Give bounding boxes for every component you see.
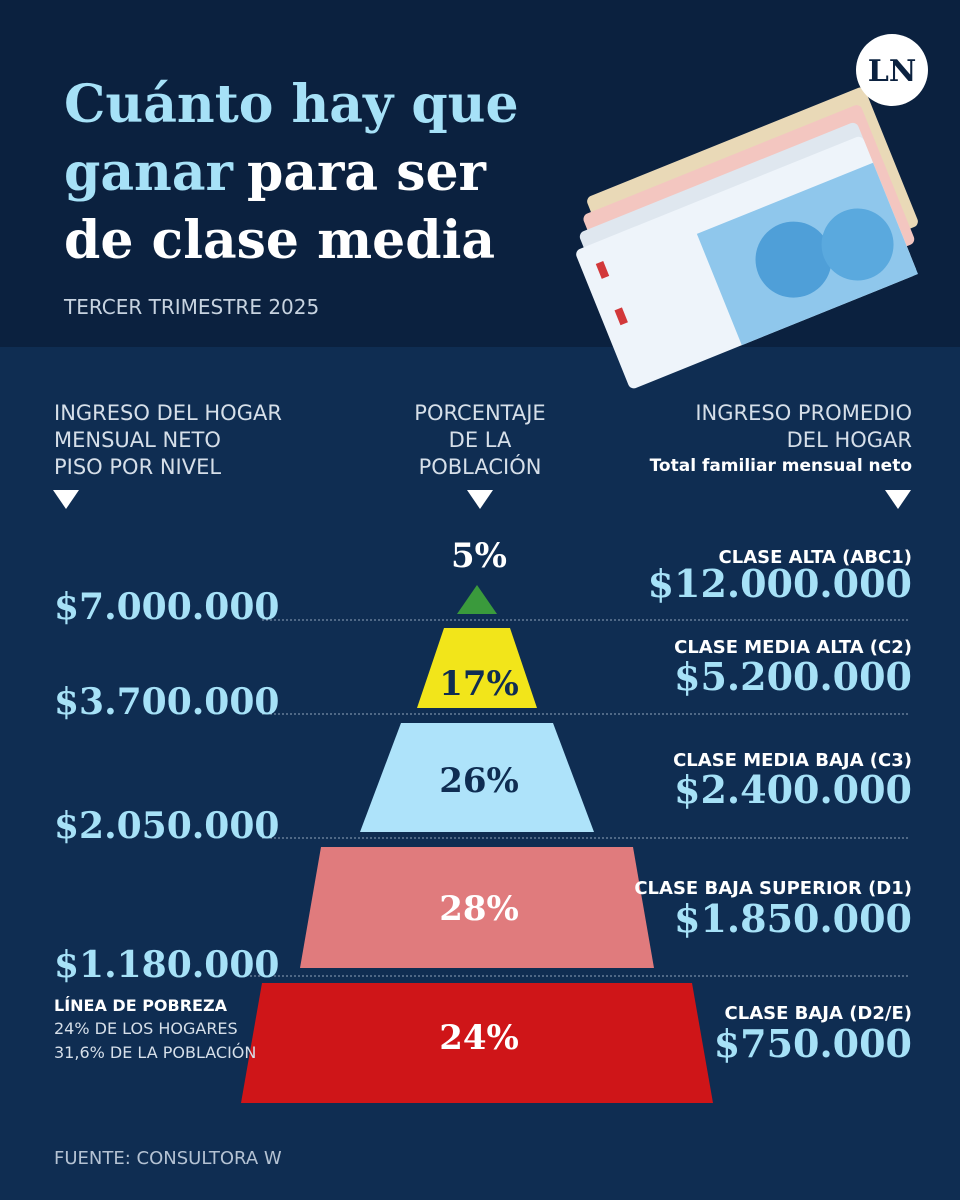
pyramid-level xyxy=(241,983,713,1103)
logo: LN xyxy=(868,54,917,89)
money-illustration xyxy=(576,87,918,389)
column-header: DEL HOGAR xyxy=(787,428,912,452)
pyramid-level xyxy=(300,847,654,968)
level-floor: $2.050.000 xyxy=(54,805,279,847)
level-percent: 26% xyxy=(439,761,519,801)
arrow-down xyxy=(885,490,911,509)
arrow-down xyxy=(53,490,79,509)
level-percent: 5% xyxy=(451,536,507,576)
column-header: MENSUAL NETO xyxy=(54,428,221,452)
column-note: Total familiar mensual neto xyxy=(650,456,912,476)
level-floor: $7.000.000 xyxy=(54,586,279,628)
level-floor: $3.700.000 xyxy=(54,681,279,723)
level-name: CLASE BAJA (D2/E) xyxy=(725,1003,912,1024)
level-income: $5.200.000 xyxy=(674,654,912,699)
column-header: DE LA xyxy=(449,428,512,452)
level-floor: $1.180.000 xyxy=(54,944,279,986)
pyramid-level xyxy=(360,723,594,832)
column-header: POBLACIÓN xyxy=(419,454,542,479)
title-line: de clase media xyxy=(64,210,495,271)
title-line: Cuánto hay que xyxy=(64,74,519,135)
level-income: $12.000.000 xyxy=(648,561,912,606)
level-name: CLASE MEDIA ALTA (C2) xyxy=(674,637,912,658)
level-name: CLASE ALTA (ABC1) xyxy=(719,547,912,568)
poverty-title: LÍNEA DE POBREZA xyxy=(54,996,228,1015)
title-text: para ser xyxy=(247,142,487,203)
level-income: $1.850.000 xyxy=(674,896,912,941)
arrow-down xyxy=(467,490,493,509)
column-header: INGRESO PROMEDIO xyxy=(695,401,912,425)
column-header: PORCENTAJE xyxy=(414,401,545,425)
title-highlight: ganar xyxy=(64,142,234,203)
column-header: PISO POR NIVEL xyxy=(54,455,221,479)
level-percent: 28% xyxy=(439,889,519,929)
pyramid-level xyxy=(417,628,537,708)
poverty-line: 31,6% DE LA POBLACIÓN xyxy=(54,1043,256,1062)
pyramid-level xyxy=(457,585,497,614)
subtitle: TERCER TRIMESTRE 2025 xyxy=(63,295,319,319)
level-income: $750.000 xyxy=(714,1021,912,1066)
title-line: ganar para ser xyxy=(64,142,487,203)
level-name: CLASE BAJA SUPERIOR (D1) xyxy=(634,878,912,899)
level-income: $2.400.000 xyxy=(674,767,912,812)
level-percent: 24% xyxy=(439,1018,519,1058)
level-name: CLASE MEDIA BAJA (C3) xyxy=(673,750,912,771)
poverty-line: 24% DE LOS HOGARES xyxy=(54,1019,238,1038)
source: FUENTE: CONSULTORA W xyxy=(54,1148,282,1169)
level-percent: 17% xyxy=(439,664,519,704)
logo-circle xyxy=(856,34,928,106)
column-header: INGRESO DEL HOGAR xyxy=(54,401,282,425)
